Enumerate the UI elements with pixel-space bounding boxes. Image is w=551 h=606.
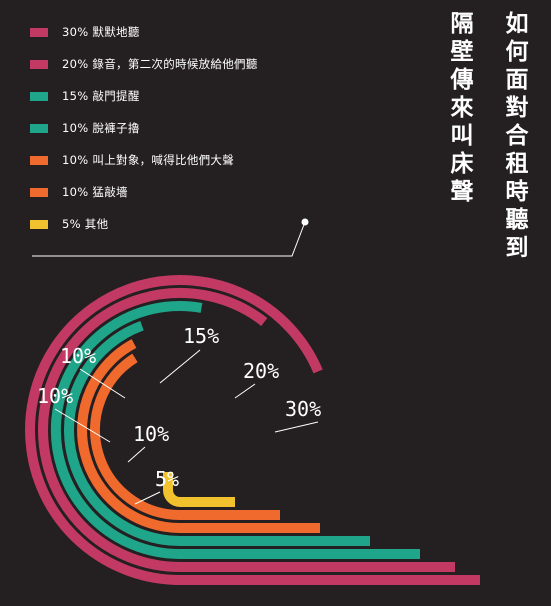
- legend-label: 10% 叫上對象，喊得比他們大聲: [62, 153, 235, 167]
- arc-bar: [25, 275, 480, 585]
- label-pointer-line: [54, 408, 111, 443]
- legend-item: 5% 其他: [30, 208, 350, 240]
- legend-item: 10% 猛敲墻: [30, 176, 350, 208]
- label-pointer-line: [274, 421, 319, 433]
- label-pointer-line: [159, 349, 201, 384]
- label-pointer-line: [79, 368, 126, 399]
- legend-item: 10% 叫上對象，喊得比他們大聲: [30, 144, 350, 176]
- legend-swatch: [30, 123, 48, 133]
- legend-label: 30% 默默地聽: [62, 25, 140, 39]
- legend-swatch: [30, 27, 48, 37]
- decorative-pointer-line: [32, 221, 306, 257]
- legend-swatch: [30, 219, 48, 229]
- legend-item: 30% 默默地聽: [30, 16, 350, 48]
- data-label: 10%: [60, 344, 96, 368]
- legend-item: 15% 敲門提醒: [30, 80, 350, 112]
- legend-label: 5% 其他: [62, 217, 109, 231]
- data-label: 30%: [285, 397, 321, 421]
- legend-label: 15% 敲門提醒: [62, 89, 140, 103]
- legend-swatch: [30, 59, 48, 69]
- legend-label: 20% 錄音，第二次的時候放給他們聽: [62, 57, 258, 71]
- decorative-pointer-dot: [301, 218, 309, 226]
- data-label: 15%: [183, 324, 219, 348]
- legend-label: 10% 脫褲子擼: [62, 121, 140, 135]
- label-pointer-line: [134, 491, 161, 505]
- arc-bar: [90, 353, 280, 520]
- legend-item: 10% 脫褲子擼: [30, 112, 350, 144]
- legend-swatch: [30, 155, 48, 165]
- arc-bar: [64, 321, 370, 546]
- legend-item: 20% 錄音，第二次的時候放給他們聽: [30, 48, 350, 80]
- legend-label: 10% 猛敲墻: [62, 185, 128, 199]
- label-pointer-line: [127, 446, 146, 463]
- arc-bar: [77, 339, 320, 533]
- legend-swatch: [30, 187, 48, 197]
- data-label: 5%: [155, 467, 179, 491]
- chart-subtitle: 隔壁傳來叫床聲: [450, 11, 474, 205]
- arc-bar: [50, 301, 420, 559]
- data-label: 10%: [37, 384, 73, 408]
- label-pointer-line: [234, 383, 256, 399]
- chart-title: 如何面對合租時聽到: [505, 11, 529, 261]
- arc-bar: [163, 472, 235, 507]
- data-label: 20%: [243, 359, 279, 383]
- data-label: 10%: [133, 422, 169, 446]
- legend: 30% 默默地聽 20% 錄音，第二次的時候放給他們聽 15% 敲門提醒 10% 脫褲…: [30, 16, 350, 240]
- arc-bar: [38, 288, 455, 572]
- legend-swatch: [30, 91, 48, 101]
